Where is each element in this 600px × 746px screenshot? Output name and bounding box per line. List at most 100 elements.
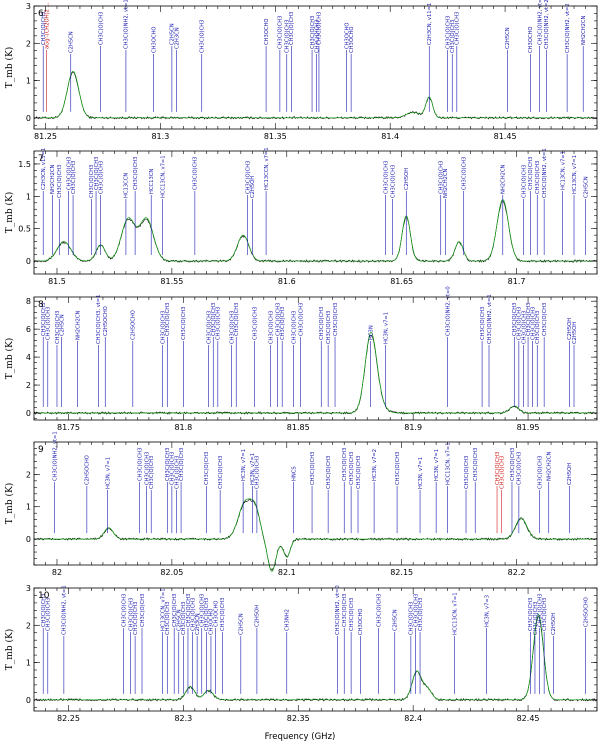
transition-label: CH3C(O)CH3 — [342, 594, 348, 627]
transition-label: CH3C(O)CH3 — [255, 456, 261, 489]
y-tick-label: 0 — [26, 535, 31, 544]
transition-label: CH3C(O)CH3 — [526, 303, 532, 336]
transition-label: CH3C(O)CH3 — [542, 598, 548, 631]
transition-label: CH3C(O)CH3 — [480, 307, 486, 340]
transition-label: NH2CH2CN — [501, 164, 507, 194]
transition-label: CH3OCHO — [344, 22, 350, 49]
transition-label: CH3C(O)CH3 — [530, 307, 536, 340]
transition-label: C2H5CN — [239, 613, 245, 635]
transition-label: CH3C(O)CH3 — [342, 448, 348, 481]
transition-label: CH3C(O)CH3 — [413, 594, 419, 627]
transition-label: CH3C(O)CH3 — [521, 165, 527, 198]
transition-label: C2H5OH — [404, 168, 410, 190]
transition-label: HC3N, v7=1 — [383, 312, 389, 344]
transition-label: HCC13CN, v7=1 — [452, 592, 458, 635]
transition-label: C2H3CN, v11=1 — [427, 3, 433, 45]
transition-label: CH3C(O)CH3 — [179, 448, 185, 481]
y-tick-label: 1.5 — [18, 160, 31, 169]
transition-label: CH3C(O)CH3 — [275, 303, 281, 336]
transition-label: HCC13CN — [149, 169, 155, 194]
x-tick-label: 81.25 — [34, 132, 57, 141]
panel-number: 7 — [38, 154, 44, 164]
transition-label: CH3C(O)CH3 — [319, 307, 325, 340]
transition-label: NH2CH2CN — [50, 164, 56, 194]
transition-label: CH3NH2 — [285, 609, 291, 631]
model-spectrum-9 — [34, 498, 597, 572]
transition-label: CH3C(O)CH3 — [181, 602, 187, 635]
x-tick-label: 81.35 — [264, 132, 287, 141]
axes-frame — [33, 296, 598, 421]
transition-label: CH3C(O)CH3 — [172, 594, 178, 627]
transition-label: C2H5CN — [69, 31, 75, 53]
y-tick-label: 1 — [26, 192, 31, 201]
transition-label: CH3C(O)CH3 — [464, 456, 470, 489]
transition-label: C2H3CN — [195, 613, 201, 635]
y-axis-label: T_mb (K) — [4, 47, 15, 88]
transition-label: CH3C(O)CH3 — [528, 598, 534, 631]
transition-label: CH3C(O)CH3 — [181, 307, 187, 340]
y-tick-label: 1 — [26, 503, 31, 512]
panel-number: 9 — [38, 445, 44, 455]
transition-label: NH2CH2CN — [547, 451, 553, 481]
transition-label: CH3C(O)CH3 — [66, 157, 72, 190]
x-tick-label: 81.85 — [287, 423, 310, 432]
y-tick-label: 3 — [26, 2, 31, 11]
y-tick-label: 0 — [26, 409, 31, 418]
y-tick-label: 1 — [26, 77, 31, 86]
transition-label: HNCS — [291, 466, 297, 481]
transition-label: NH2CH2CN — [75, 310, 81, 340]
transition-label: HC3N, v7=2 — [372, 449, 378, 481]
y-tick-label: 0.5 — [18, 225, 31, 234]
transition-label: CH3C(O)CH3 — [252, 307, 258, 340]
x-tick-label: 81.3 — [151, 132, 169, 141]
y-tick-label: 8 — [26, 297, 31, 306]
transition-label: HC3N, v7=1 — [434, 449, 440, 481]
x-tick-label: 81.9 — [404, 423, 422, 432]
y-tick-label: 2 — [26, 39, 31, 48]
transition-label: CH3C(O)CH3 — [165, 303, 171, 336]
transition-label: CH3OCHO — [264, 18, 270, 45]
x-tick-label: 82.35 — [287, 714, 310, 723]
axes-frame — [33, 441, 598, 566]
transition-label: CH3C(O)CH3 — [268, 311, 274, 344]
observed-spectrum-6 — [33, 72, 598, 120]
y-tick-label: 2 — [26, 470, 31, 479]
transition-label: HCC13CN, v7=1 — [445, 442, 451, 485]
transition-label: CH3C(O)CH3 — [165, 602, 171, 635]
transition-label: CH3C(O)CH3 — [510, 448, 516, 481]
axes-frame — [33, 150, 598, 275]
transition-label: CH3C(O)CH3 — [383, 161, 389, 194]
transition-label: CH3C(O)CH3 — [333, 303, 339, 336]
transition-label: CH3C(O)CH3 — [455, 12, 461, 45]
transition-label: CH3C(O)CH3 — [317, 12, 323, 45]
transition-label: C2H5OCHO — [131, 310, 137, 340]
transition-label: CH3C(O)CH3 — [41, 594, 47, 627]
y-tick-label: 0 — [26, 114, 31, 123]
transition-label: NH2CH2CN — [581, 15, 587, 45]
transition-label: CH3C(O)CH3 — [499, 456, 505, 489]
transition-label: CH3C(O)CH3 — [206, 311, 212, 344]
transition-label: HCC13CN, v7=1 — [160, 155, 166, 198]
transition-label: CH3C(O)CH3 — [542, 303, 548, 336]
transition-label: C2H5OCHO — [583, 597, 589, 627]
transition-label: CH3C(O)CH3 — [55, 311, 61, 344]
transition-label: HC3N, v7=1 — [250, 453, 256, 485]
transition-label: CH3C(O)CH3 — [495, 452, 501, 485]
y-axis-label: T_mb (K) — [4, 338, 15, 379]
transition-label: CH3C(O)NH2, vt=1 — [537, 0, 543, 45]
y-tick-label: 2 — [26, 381, 31, 390]
transition-label: CH3C(O)NH2, vt=1 — [52, 431, 58, 481]
transition-label: CH3C(O)CH3 — [46, 307, 52, 340]
transition-label: CH3C(O)CH3 — [216, 307, 222, 340]
y-tick-label: 0 — [26, 257, 31, 266]
transition-label: C2H3CN — [174, 27, 180, 49]
transition-label: CH3C(O)CH3 — [57, 165, 63, 198]
transition-label: CH3C(O)CH3 — [349, 452, 355, 485]
panel-9: CH3C(O)NH2, vt=1 C2H5OCHO HC3N, v7=1 CH3C(O… — [4, 431, 598, 577]
transition-label: HC13CN, v7=1 — [572, 155, 578, 194]
transition-label: CH3C(O)CH3 — [310, 452, 316, 485]
transition-label: CH3C(O)CH3 — [211, 303, 217, 336]
observed-spectrum-9 — [33, 498, 598, 571]
